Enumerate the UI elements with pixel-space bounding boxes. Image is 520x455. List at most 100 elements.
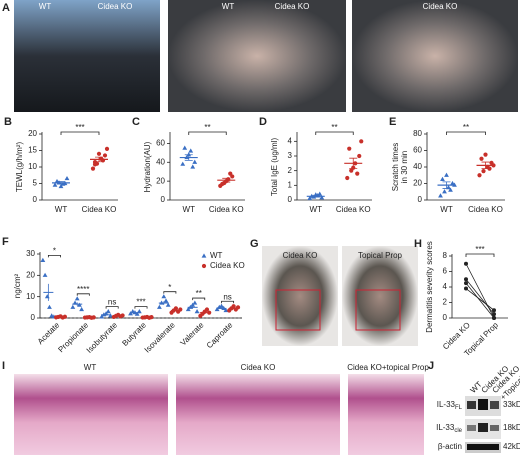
point: [90, 166, 96, 171]
point: [481, 169, 486, 174]
point: [188, 304, 193, 309]
sig-bracket: [47, 255, 61, 258]
point: [492, 312, 496, 317]
sem: [95, 156, 103, 163]
band-subscript: FL: [455, 405, 463, 411]
point: [192, 159, 198, 164]
point: [440, 176, 445, 181]
point: [108, 313, 113, 318]
caption: WT: [222, 2, 235, 11]
y-tick-label: 0: [418, 195, 423, 204]
axis: [41, 132, 118, 201]
x-tick-label: WT: [440, 205, 453, 214]
point: [96, 151, 102, 156]
y-tick-label: 0: [288, 195, 293, 204]
y-tick-label: 0: [31, 313, 36, 322]
legend-label: WT: [210, 251, 223, 260]
point: [42, 272, 48, 277]
point: [223, 307, 229, 313]
y-tick-label: 1: [288, 180, 293, 189]
panel-letter: J: [428, 360, 434, 372]
significance: *: [168, 283, 171, 292]
size-label: 18kD: [503, 423, 520, 432]
point: [201, 263, 207, 269]
band-name: β-actin: [438, 442, 462, 451]
y-tick-label: 80: [413, 129, 422, 138]
point: [448, 187, 453, 192]
x-tick-label: WT: [183, 205, 196, 214]
point: [201, 253, 207, 258]
band-label: β-actin: [438, 442, 462, 451]
y-axis-label: Dermatitis severity scores: [425, 241, 434, 333]
band: [467, 444, 499, 450]
x-tick-label: Cidea KO: [468, 205, 503, 214]
point: [186, 152, 192, 157]
point: [357, 153, 362, 159]
sem: [349, 157, 358, 169]
band: [467, 401, 476, 409]
band: [490, 401, 499, 409]
legend-label: Cidea KO: [210, 261, 245, 270]
roi: [275, 289, 321, 331]
significance: ns: [108, 298, 116, 307]
point: [345, 175, 350, 181]
caption: Cidea KO: [283, 251, 318, 260]
x-tick-label: Caproate: [205, 320, 235, 350]
point: [156, 304, 162, 309]
point: [134, 311, 140, 316]
point: [136, 309, 142, 314]
caption: WT: [39, 2, 52, 11]
panel-letter: F: [2, 236, 9, 248]
point: [161, 294, 167, 299]
point: [185, 306, 191, 312]
point: [355, 171, 360, 176]
sig-bracket: [134, 306, 148, 309]
point: [102, 153, 108, 158]
point: [190, 302, 196, 307]
x-tick-label: Cidea KO: [209, 205, 244, 214]
band-name: IL-33: [436, 423, 455, 432]
sig-bracket: [446, 131, 486, 135]
y-tick-label: 60: [413, 146, 422, 155]
x-tick-label: Isovalerate: [143, 320, 177, 354]
significance: **: [331, 123, 337, 132]
point: [307, 195, 313, 201]
point: [70, 304, 76, 309]
panel-letter: A: [2, 2, 10, 14]
point: [165, 302, 171, 307]
panel-letter: C: [132, 116, 140, 128]
y-axis-label: Hydration(AU): [143, 141, 152, 192]
pair-line: [465, 288, 495, 311]
point: [192, 300, 198, 305]
pair-line: [465, 263, 495, 319]
sig-bracket: [105, 306, 119, 309]
point: [444, 172, 449, 177]
y-tick-label: 0: [443, 313, 448, 322]
panel-letter: H: [414, 238, 422, 250]
point: [228, 171, 233, 176]
significance: ***: [136, 298, 145, 307]
x-tick-label: Cidea KO: [336, 205, 371, 214]
significance: ***: [75, 123, 84, 132]
y-tick-label: 20: [28, 129, 37, 138]
significance: **: [463, 123, 469, 132]
axis: [169, 132, 245, 201]
significance: ****: [77, 285, 89, 294]
point: [104, 146, 110, 151]
x-tick-label: WT: [310, 205, 323, 214]
point: [58, 183, 64, 189]
caption: Cidea KO+topical Prop: [347, 363, 429, 372]
panel-letter: B: [4, 116, 12, 128]
point: [492, 316, 496, 320]
caption: Cidea KO: [241, 363, 276, 372]
y-axis-label: in 30 min: [400, 151, 409, 183]
panel-letter: G: [250, 238, 259, 250]
size-label: 42kD: [503, 442, 520, 451]
y-axis-label: Scratch times: [391, 143, 400, 191]
y-axis-label: ng/cm²: [13, 273, 22, 298]
point: [204, 307, 210, 312]
point: [349, 168, 354, 173]
sem: [311, 195, 320, 198]
point: [442, 189, 447, 194]
